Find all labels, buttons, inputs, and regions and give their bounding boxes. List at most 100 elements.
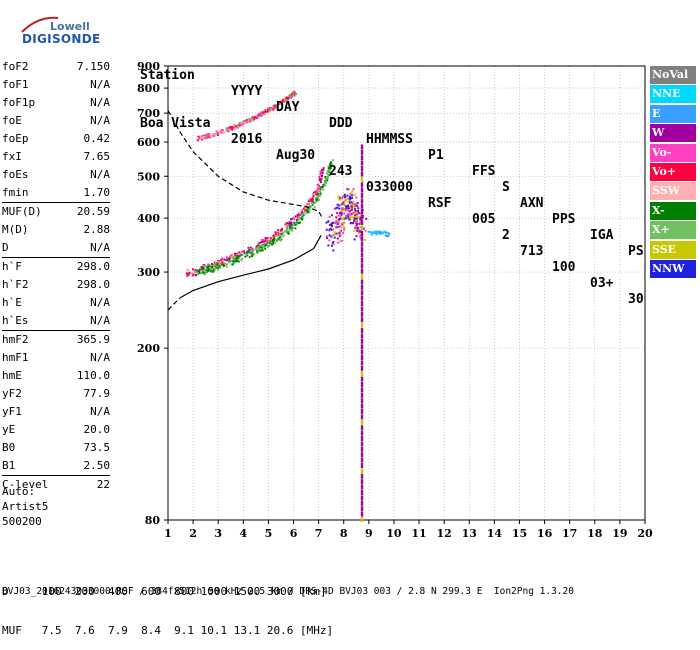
ionogram-echo-point bbox=[251, 255, 254, 258]
ionogram-echo-point bbox=[196, 269, 199, 272]
ionogram-echo-point bbox=[204, 265, 207, 268]
legend-item-ssw: SSW bbox=[650, 182, 696, 201]
ionogram-echo-point bbox=[339, 213, 342, 216]
ionogram-echo-point bbox=[354, 227, 357, 230]
ionogram-echo-point bbox=[328, 234, 331, 237]
ionogram-echo-point bbox=[266, 242, 269, 245]
vertical-echo-point bbox=[360, 328, 364, 334]
hdr-value: 243 bbox=[329, 164, 353, 179]
ionogram-echo-point bbox=[201, 268, 204, 271]
vertical-echo-point bbox=[360, 463, 364, 469]
logo-word-lowell: Lowell bbox=[50, 20, 90, 33]
ionogram-echo-point bbox=[269, 108, 272, 111]
ionogram-echo-point bbox=[345, 205, 348, 208]
x-tick-label: 19 bbox=[612, 527, 627, 540]
parameter-value: 298.0 bbox=[76, 278, 110, 291]
ionogram-echo-point bbox=[188, 271, 191, 274]
ionogram-echo-point bbox=[329, 168, 332, 171]
ionogram-echo-point bbox=[235, 252, 238, 255]
ionogram-echo-point bbox=[187, 268, 190, 271]
ionogram-echo-point bbox=[347, 216, 350, 219]
ionogram-echo-point bbox=[287, 222, 290, 225]
autoscaling-info: Auto: Artist5 500200 bbox=[2, 484, 48, 529]
parameter-name: foEp bbox=[2, 132, 29, 145]
ionogram-echo-point bbox=[328, 239, 331, 242]
ionogram-echo-point bbox=[248, 117, 251, 120]
ionogram-echo-point bbox=[350, 193, 353, 196]
parameter-row: fxI 7.65 bbox=[2, 148, 110, 166]
ionogram-echo-point bbox=[205, 136, 208, 139]
x-tick-label: 10 bbox=[386, 527, 402, 540]
ionogram-echo-point bbox=[335, 207, 338, 210]
parameter-value: N/A bbox=[90, 168, 110, 181]
ionogram-echo-point bbox=[266, 245, 269, 248]
ionogram-echo-point bbox=[307, 200, 310, 203]
ionogram-echo-point bbox=[353, 208, 356, 211]
ionogram-echo-point bbox=[263, 240, 266, 243]
ionogram-echo-point bbox=[284, 223, 287, 226]
ionogram-echo-point bbox=[209, 266, 212, 269]
ionogram-echo-point bbox=[192, 273, 195, 276]
ionogram-echo-point bbox=[316, 188, 319, 191]
ionogram-echo-point bbox=[238, 253, 241, 256]
ionogram-echo-point bbox=[207, 269, 210, 272]
parameter-row: h`F 298.0 bbox=[2, 258, 110, 276]
ionogram-echo-point bbox=[230, 126, 233, 129]
ionogram-echo-point bbox=[277, 237, 280, 240]
ionogram-echo-point bbox=[355, 196, 358, 199]
muf-row: MUF 7.5 7.6 7.9 8.4 9.1 10.1 13.1 20.6 [… bbox=[2, 624, 334, 637]
ionogram-echo-point bbox=[299, 211, 302, 214]
ionogram-echo-point bbox=[342, 201, 345, 204]
hdr-value: 2016 bbox=[231, 132, 263, 147]
ionogram-echo-point bbox=[227, 127, 230, 130]
ionogram-echo-point bbox=[288, 220, 291, 223]
ionogram-echo-point bbox=[200, 270, 203, 273]
ionogram-echo-point bbox=[357, 212, 360, 215]
ionogram-echo-point bbox=[218, 131, 221, 134]
ionogram-echo-point bbox=[301, 214, 304, 217]
y-tick-label: 900 bbox=[137, 60, 160, 73]
ionogram-echo-point bbox=[266, 241, 269, 244]
ionogram-echo-point bbox=[348, 201, 351, 204]
ionogram-echo-point bbox=[210, 270, 213, 273]
ionogram-echo-point bbox=[256, 245, 259, 248]
ionogram-echo-point bbox=[245, 252, 248, 255]
ionogram-echo-point bbox=[330, 214, 333, 217]
ionogram-echo-point bbox=[249, 246, 252, 249]
ionogram-echo-point bbox=[320, 170, 323, 173]
ionogram-echo-point bbox=[324, 180, 327, 183]
ionogram-echo-point bbox=[262, 238, 265, 241]
ionogram-echo-point bbox=[266, 107, 269, 110]
ionogram-echo-point bbox=[268, 242, 271, 245]
ionogram-echo-point bbox=[242, 250, 245, 253]
ionogram-echo-point bbox=[228, 260, 231, 263]
ionogram-echo-point bbox=[347, 188, 350, 191]
ionogram-echo-point bbox=[232, 253, 235, 256]
ionogram-echo-point bbox=[287, 231, 290, 234]
ionogram-echo-point bbox=[208, 264, 211, 267]
parameter-row: yE 20.0 bbox=[2, 421, 110, 439]
ionogram-echo-point bbox=[355, 218, 358, 221]
parameter-name: foF1 bbox=[2, 78, 29, 91]
legend-item-x: X+ bbox=[650, 221, 696, 240]
x-tick-label: 7 bbox=[315, 527, 323, 540]
ionogram-echo-point bbox=[243, 121, 246, 124]
parameter-value: 298.0 bbox=[76, 260, 110, 273]
ionogram-echo-point bbox=[336, 203, 339, 206]
ionogram-echo-point bbox=[234, 125, 237, 128]
ionogram-echo-point bbox=[277, 228, 280, 231]
hdr-value: 2 bbox=[502, 228, 510, 243]
ionogram-echo-point bbox=[216, 132, 219, 135]
ionogram-echo-point bbox=[370, 231, 373, 234]
ionogram-echo-point bbox=[246, 119, 249, 122]
ionogram-echo-point bbox=[339, 233, 342, 236]
ionogram-echo-point bbox=[374, 231, 377, 234]
ionogram-echo-point bbox=[225, 265, 228, 268]
ionogram-echo-point bbox=[221, 260, 224, 263]
electron-density-profile bbox=[180, 235, 322, 299]
ionogram-echo-point bbox=[323, 181, 326, 184]
ionogram-echo-point bbox=[355, 213, 358, 216]
vertical-echo-point bbox=[360, 484, 364, 490]
ionogram-echo-point bbox=[351, 201, 354, 204]
ionogram-echo-point bbox=[291, 223, 294, 226]
